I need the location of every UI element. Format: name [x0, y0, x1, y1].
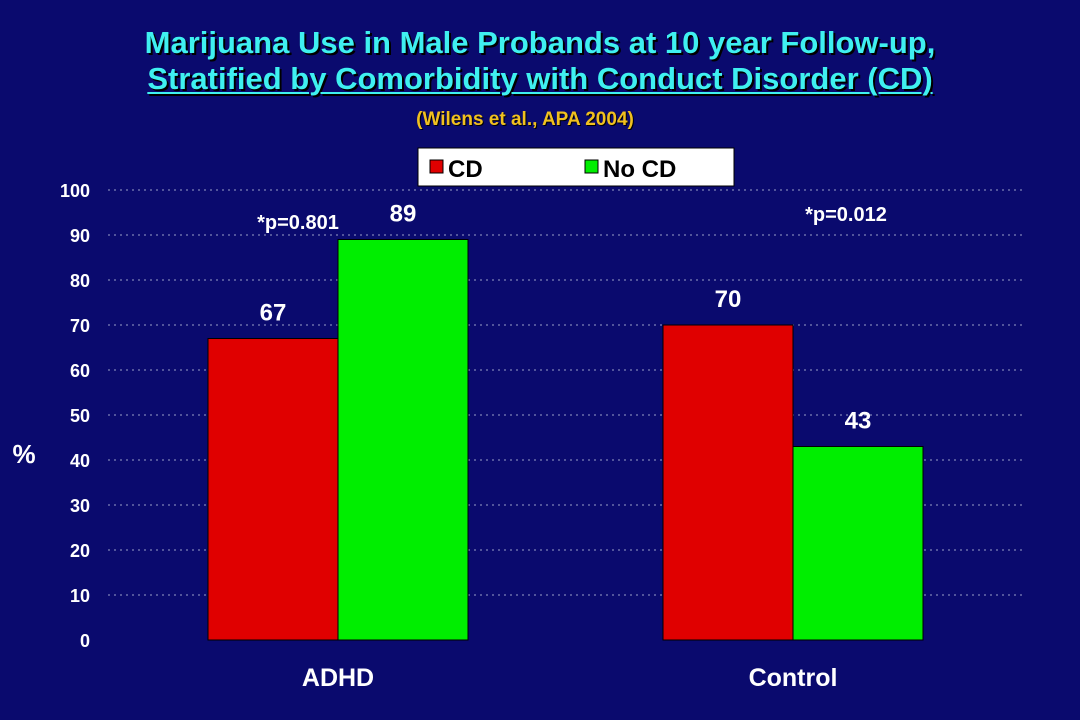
legend-label: CD — [448, 156, 483, 183]
y-tick-label: 40 — [70, 451, 90, 471]
bar-no-cd-adhd — [337, 239, 469, 641]
y-axis-label: % — [12, 439, 35, 469]
y-tick-label: 70 — [70, 316, 90, 336]
y-tick-label: 90 — [70, 226, 90, 246]
legend-swatch — [429, 159, 444, 174]
bar-cd-adhd — [207, 338, 339, 641]
y-tick-label: 30 — [70, 496, 90, 516]
chart-title-line-1: Marijuana Use in Male Probands at 10 yea… — [144, 25, 936, 60]
citation: (Wilens et al., APA 2004) — [416, 109, 634, 130]
x-category-label: ADHD — [302, 664, 374, 692]
bar-no-cd-control — [792, 446, 924, 641]
p-value-annotation: *p=0.801 — [257, 212, 339, 234]
y-tick-label: 20 — [70, 541, 90, 561]
y-tick-label: 100 — [60, 181, 90, 201]
y-tick-label: 60 — [70, 361, 90, 381]
y-tick-label: 10 — [70, 586, 90, 606]
legend-box — [417, 147, 735, 187]
p-value-annotation: *p=0.012 — [805, 204, 887, 226]
bar-value-label: 70 — [715, 286, 742, 313]
bar-cd-control — [662, 324, 794, 641]
y-tick-label: 80 — [70, 271, 90, 291]
y-tick-label: 0 — [80, 631, 90, 651]
legend-label: No CD — [603, 156, 676, 183]
bar-value-label: 43 — [845, 408, 872, 435]
chart-title-line-2: Stratified by Comorbidity with Conduct D… — [147, 61, 933, 96]
y-tick-label: 50 — [70, 406, 90, 426]
bar-value-label: 67 — [260, 300, 287, 327]
x-category-label: Control — [749, 664, 838, 692]
bar-value-label: 89 — [390, 201, 417, 228]
legend-swatch — [584, 159, 599, 174]
